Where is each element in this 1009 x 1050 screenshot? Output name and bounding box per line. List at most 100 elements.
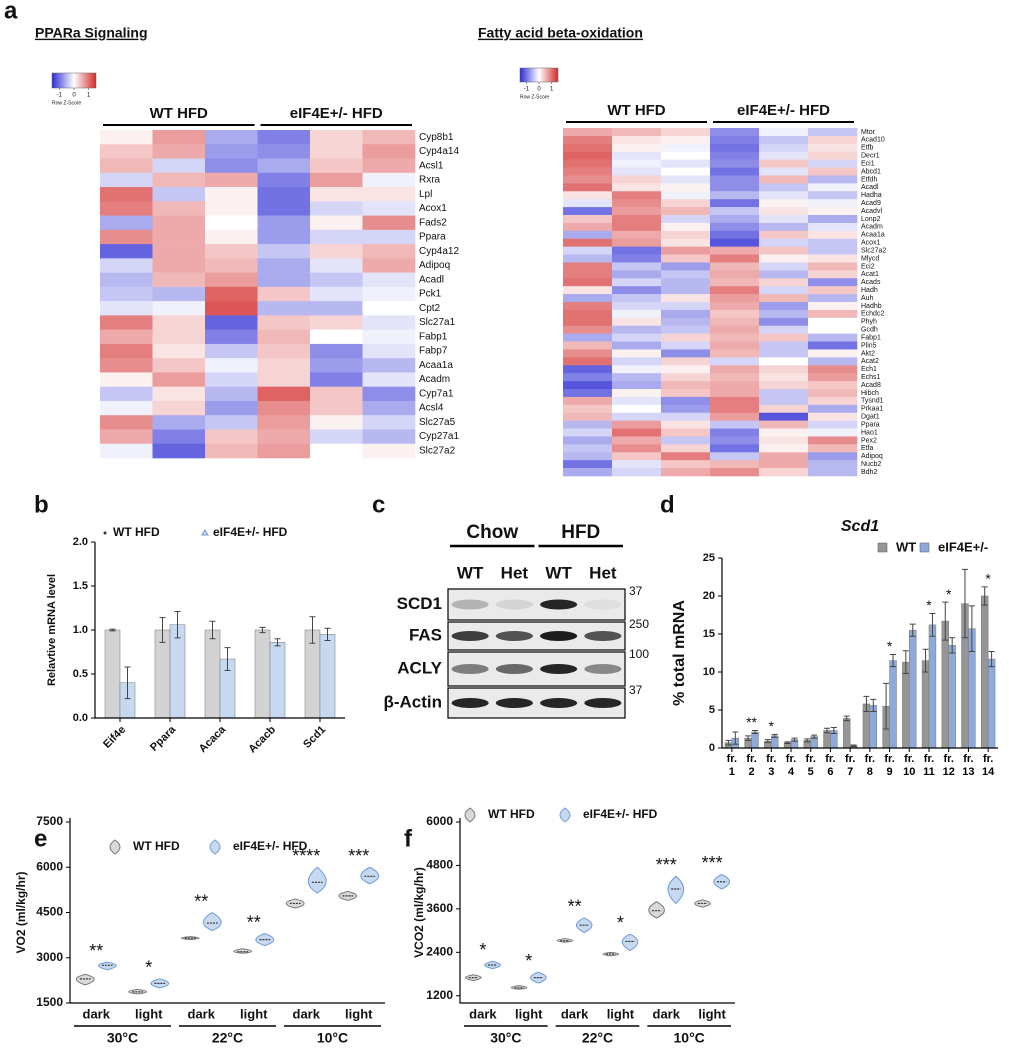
heatmap-cell [808,135,858,145]
row-label: Acadm [861,224,883,231]
row-label: Cyp4a12 [419,246,459,257]
group-label: 10°C [317,1030,348,1046]
heatmap-cell [563,420,613,429]
bar [104,629,121,719]
heatmap-cell [710,278,760,287]
legend-swatch [209,839,221,855]
violin [202,911,222,932]
heatmap-cell [612,317,662,327]
heatmap-cell [100,415,153,430]
blot-marker: 250 [629,617,649,631]
heatmap-cell [661,302,711,311]
heatmap-cell [152,415,206,430]
heatmap-cell [612,452,662,461]
heatmap-cell [808,444,858,453]
significance: ** [194,891,208,911]
legend-label: WT HFD [113,525,160,539]
row-label: Pex2 [861,437,877,444]
heatmap-cell [759,199,809,208]
heatmap-cell [362,329,416,345]
heatmap-cell [362,244,416,259]
heatmap-cell [808,207,858,216]
error-bar [890,654,897,668]
violin [150,978,170,989]
heatmap-cell [100,329,153,345]
band [540,599,578,610]
heatmap-cell [612,199,662,208]
heatmap-cell [152,301,206,316]
heatmap-cell [310,443,363,459]
heatmap-cell [310,244,363,259]
y-tick-label: 20 [703,590,715,602]
heatmap-cell [710,468,760,477]
heatmap-cell [808,143,858,153]
band [451,599,489,610]
heatmap-cell [710,199,760,208]
axes [459,818,735,1004]
heatmap-cell [759,222,809,232]
row-label: Etfdh [861,176,877,183]
heatmap-cell [759,389,809,398]
blot-lane: WT [457,563,484,582]
x-tick-label: Acacb [246,724,278,756]
error-bar [784,741,791,744]
heatmap-cell [710,349,760,358]
error-bar [764,739,771,744]
legend-label: eIF4E+/- HFD [233,839,308,853]
error-bar [961,568,968,639]
heatmap-cell [257,343,311,359]
heatmap-cell [759,444,809,453]
violin [180,936,200,941]
significance: * [946,586,952,602]
violin [75,973,95,986]
heatmap-cell [612,215,662,224]
heatmap-cell [612,143,662,153]
heatmap-cell [808,389,858,398]
x-tick-label: fr. 4 [785,753,797,778]
heatmap-cell [612,262,662,271]
heatmap-cell [612,381,662,390]
row-label: Slc27a2 [419,446,456,457]
x-tick-label: light [345,1006,373,1021]
row-label: Hadha [861,192,882,199]
panel-label: f [404,825,413,852]
heatmap-cell [612,270,662,279]
significance: * [926,597,932,613]
heatmap-cell [612,420,662,429]
error-bar [863,695,870,713]
row-label: Eci2 [861,263,875,270]
heatmap-cell [563,333,613,342]
bar [902,661,910,749]
heatmap-cell [759,191,809,200]
blot-protein: ACLY [397,658,442,677]
heatmap-cell [759,207,809,216]
error-bar [725,739,732,746]
heatmap-cell [100,229,153,245]
heatmap-cell [661,143,711,153]
heatmap-cell [808,357,858,366]
heatmap-cell [310,286,363,302]
heatmap-cell [612,254,662,263]
heatmap-cell [612,389,662,398]
heatmap-cell [310,201,363,216]
x-tick-label: fr. 3 [766,753,777,778]
bar [842,718,851,749]
heatmap-cell [710,128,760,137]
heatmap-cell [152,158,206,174]
row-label: Acadvl [861,208,882,215]
heatmap-cell [710,341,760,350]
heatmap-cell [563,254,613,263]
heatmap-cell [710,389,760,398]
violin [233,948,253,954]
heatmap-cell [563,286,613,295]
x-tick-label-box: fr. 4 [785,753,797,778]
heatmap-cell [808,238,858,247]
legend-label: WT HFD [133,839,180,853]
x-tick-label: fr. 14 [982,753,995,778]
axes [69,818,385,1004]
significance: * [985,571,991,587]
heatmap-cell [612,191,662,200]
heatmap-cell [257,415,311,430]
x-tick-label: dark [188,1006,216,1021]
heatmap-cell [563,215,613,224]
